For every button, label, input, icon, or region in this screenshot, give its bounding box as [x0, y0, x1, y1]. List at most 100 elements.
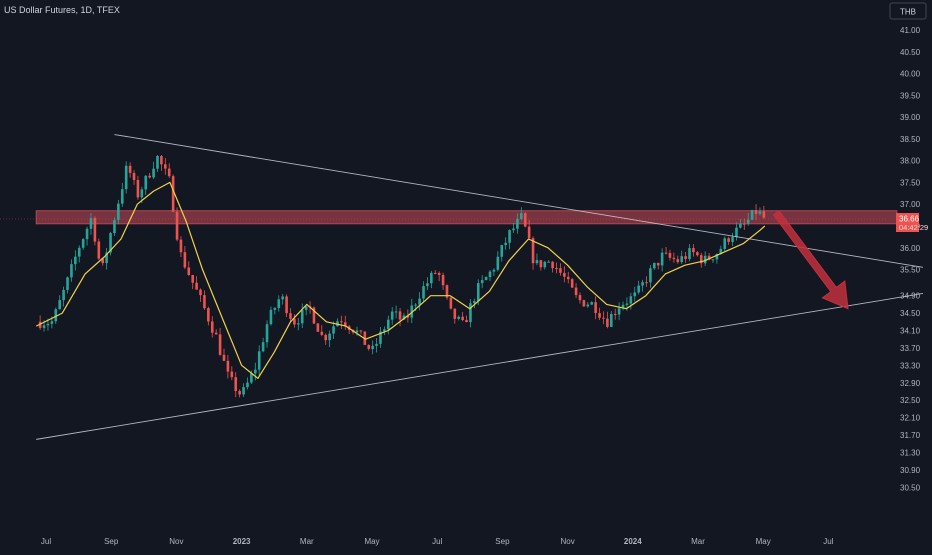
candle-body: [543, 261, 547, 268]
candle-body: [739, 223, 742, 228]
candle-body: [445, 285, 449, 298]
candle-body: [645, 282, 648, 284]
price-tick-label: 36.00: [900, 244, 921, 253]
last-price-badge: 36.66 04:42:29: [896, 213, 928, 232]
price-tick-label: 40.50: [900, 48, 921, 57]
candle-body: [531, 238, 535, 264]
price-tick-label: 34.90: [900, 292, 921, 301]
candle-body: [484, 277, 488, 281]
candle-body: [394, 311, 398, 313]
price-tick-label: 33.70: [900, 344, 921, 353]
down-arrow: [772, 210, 849, 310]
candle-body: [62, 289, 65, 301]
candle-body: [77, 247, 81, 257]
candle-body: [688, 248, 691, 260]
candle-body: [195, 282, 198, 290]
candle-body: [684, 256, 687, 260]
price-tick-label: 32.90: [900, 379, 921, 388]
candle-body: [242, 387, 245, 395]
candle-body: [664, 252, 668, 254]
candle-body: [492, 269, 496, 272]
candle-body: [476, 283, 480, 302]
candle-body: [629, 296, 633, 304]
candle-body: [488, 271, 492, 278]
candle-body: [66, 277, 69, 290]
candle-body: [383, 329, 386, 332]
currency-badge-label: THB: [900, 8, 916, 17]
time-tick-label: Mar: [300, 537, 314, 546]
candle-body: [387, 319, 390, 330]
moving-average-line: [35, 181, 766, 379]
candle-body: [42, 325, 46, 328]
resistance-zone: [35, 210, 898, 225]
candle-body: [187, 267, 191, 275]
candle-body: [523, 213, 527, 227]
candle-body: [340, 321, 343, 323]
candle-body: [527, 226, 531, 239]
candle-body: [70, 264, 73, 278]
price-axis[interactable]: 41.00 40.50 40.00 39.50 39.00 38.50 38.00 37.50…: [900, 26, 921, 492]
candle-body: [699, 255, 703, 264]
candle-body: [433, 272, 437, 274]
candle-body: [300, 309, 304, 324]
candle-body: [504, 242, 507, 246]
price-tick-label: 34.10: [900, 327, 921, 336]
candle-body: [234, 377, 238, 392]
candle-body: [457, 316, 461, 319]
price-tick-label: 40.00: [900, 70, 921, 79]
price-tick-label: 31.70: [900, 431, 921, 440]
candle-body: [649, 268, 652, 283]
candle-body: [402, 315, 406, 320]
candle-body: [653, 262, 656, 269]
candle-body: [508, 230, 511, 243]
candle-body: [696, 252, 699, 256]
price-tick-label: 34.50: [900, 309, 921, 318]
time-tick-label: Nov: [560, 537, 574, 546]
candle-body: [210, 321, 214, 333]
candle-body: [273, 308, 277, 310]
candle-body: [355, 330, 359, 333]
candle-body: [113, 219, 116, 234]
currency-badge[interactable]: THB: [889, 2, 927, 20]
candle-body: [124, 165, 128, 190]
candle-body: [672, 257, 676, 260]
candle-body: [574, 287, 578, 296]
candle-body: [473, 301, 476, 304]
candle-body: [758, 211, 762, 214]
candle-body: [535, 260, 539, 264]
price-tick-label: 39.00: [900, 113, 921, 122]
candle-body: [723, 238, 727, 249]
candle-body: [598, 313, 601, 318]
price-tick-label: 32.10: [900, 414, 921, 423]
candle-body: [602, 317, 605, 319]
candle-body: [520, 213, 523, 219]
candle-body: [375, 343, 378, 346]
candle-body: [609, 313, 613, 327]
candle-body: [128, 165, 132, 173]
candle-body: [74, 256, 77, 265]
candle-body: [265, 324, 269, 343]
time-axis[interactable]: Jul Sep Nov 2023 Mar May Jul Sep Nov 2024 Mar May Ju…: [41, 537, 834, 546]
candle-body: [101, 258, 105, 264]
candle-body: [117, 203, 120, 220]
candle-body: [453, 308, 457, 319]
candle-body: [480, 280, 484, 284]
candle-body: [637, 285, 640, 293]
time-tick-label: 2023: [233, 537, 251, 546]
countdown-timer: 04:42:29: [899, 223, 928, 232]
down-arrow-layer: [772, 210, 849, 310]
candle-body: [304, 306, 308, 310]
candle-body: [238, 391, 241, 395]
candle-body: [606, 318, 609, 327]
candle-body: [566, 276, 570, 280]
candle-body: [132, 172, 136, 180]
candle-body: [277, 299, 281, 309]
price-tick-label: 32.50: [900, 396, 921, 405]
candle-body: [551, 261, 554, 269]
candle-body: [175, 211, 179, 240]
candle-body: [437, 272, 441, 275]
candle-body: [465, 320, 468, 323]
